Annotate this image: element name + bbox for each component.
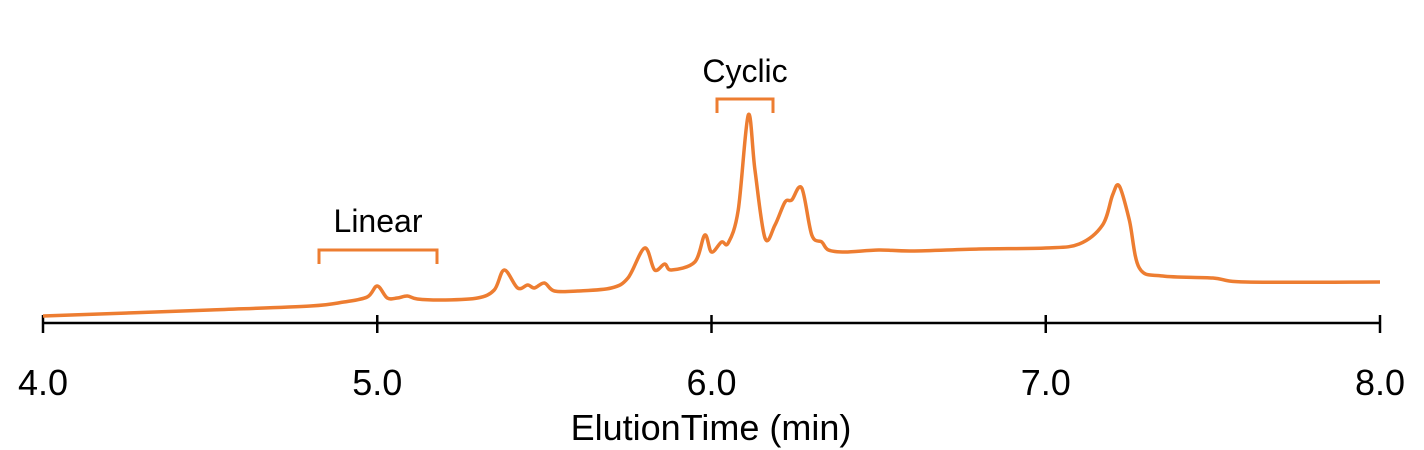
annotation: Linear <box>334 203 423 239</box>
x-tick-label: 8.0 <box>1355 362 1405 403</box>
x-tick-label: 6.0 <box>686 362 736 403</box>
trace-line <box>42 112 1381 318</box>
x-axis-label: ElutionTime (min) <box>571 407 852 448</box>
annotation-bracket <box>317 248 439 264</box>
x-tick-label: 4.0 <box>18 362 68 403</box>
x-tick-label: 7.0 <box>1021 362 1071 403</box>
annotation-bracket <box>715 97 775 113</box>
annotation: Cyclic <box>702 53 787 89</box>
x-tick-label: 5.0 <box>352 362 402 403</box>
